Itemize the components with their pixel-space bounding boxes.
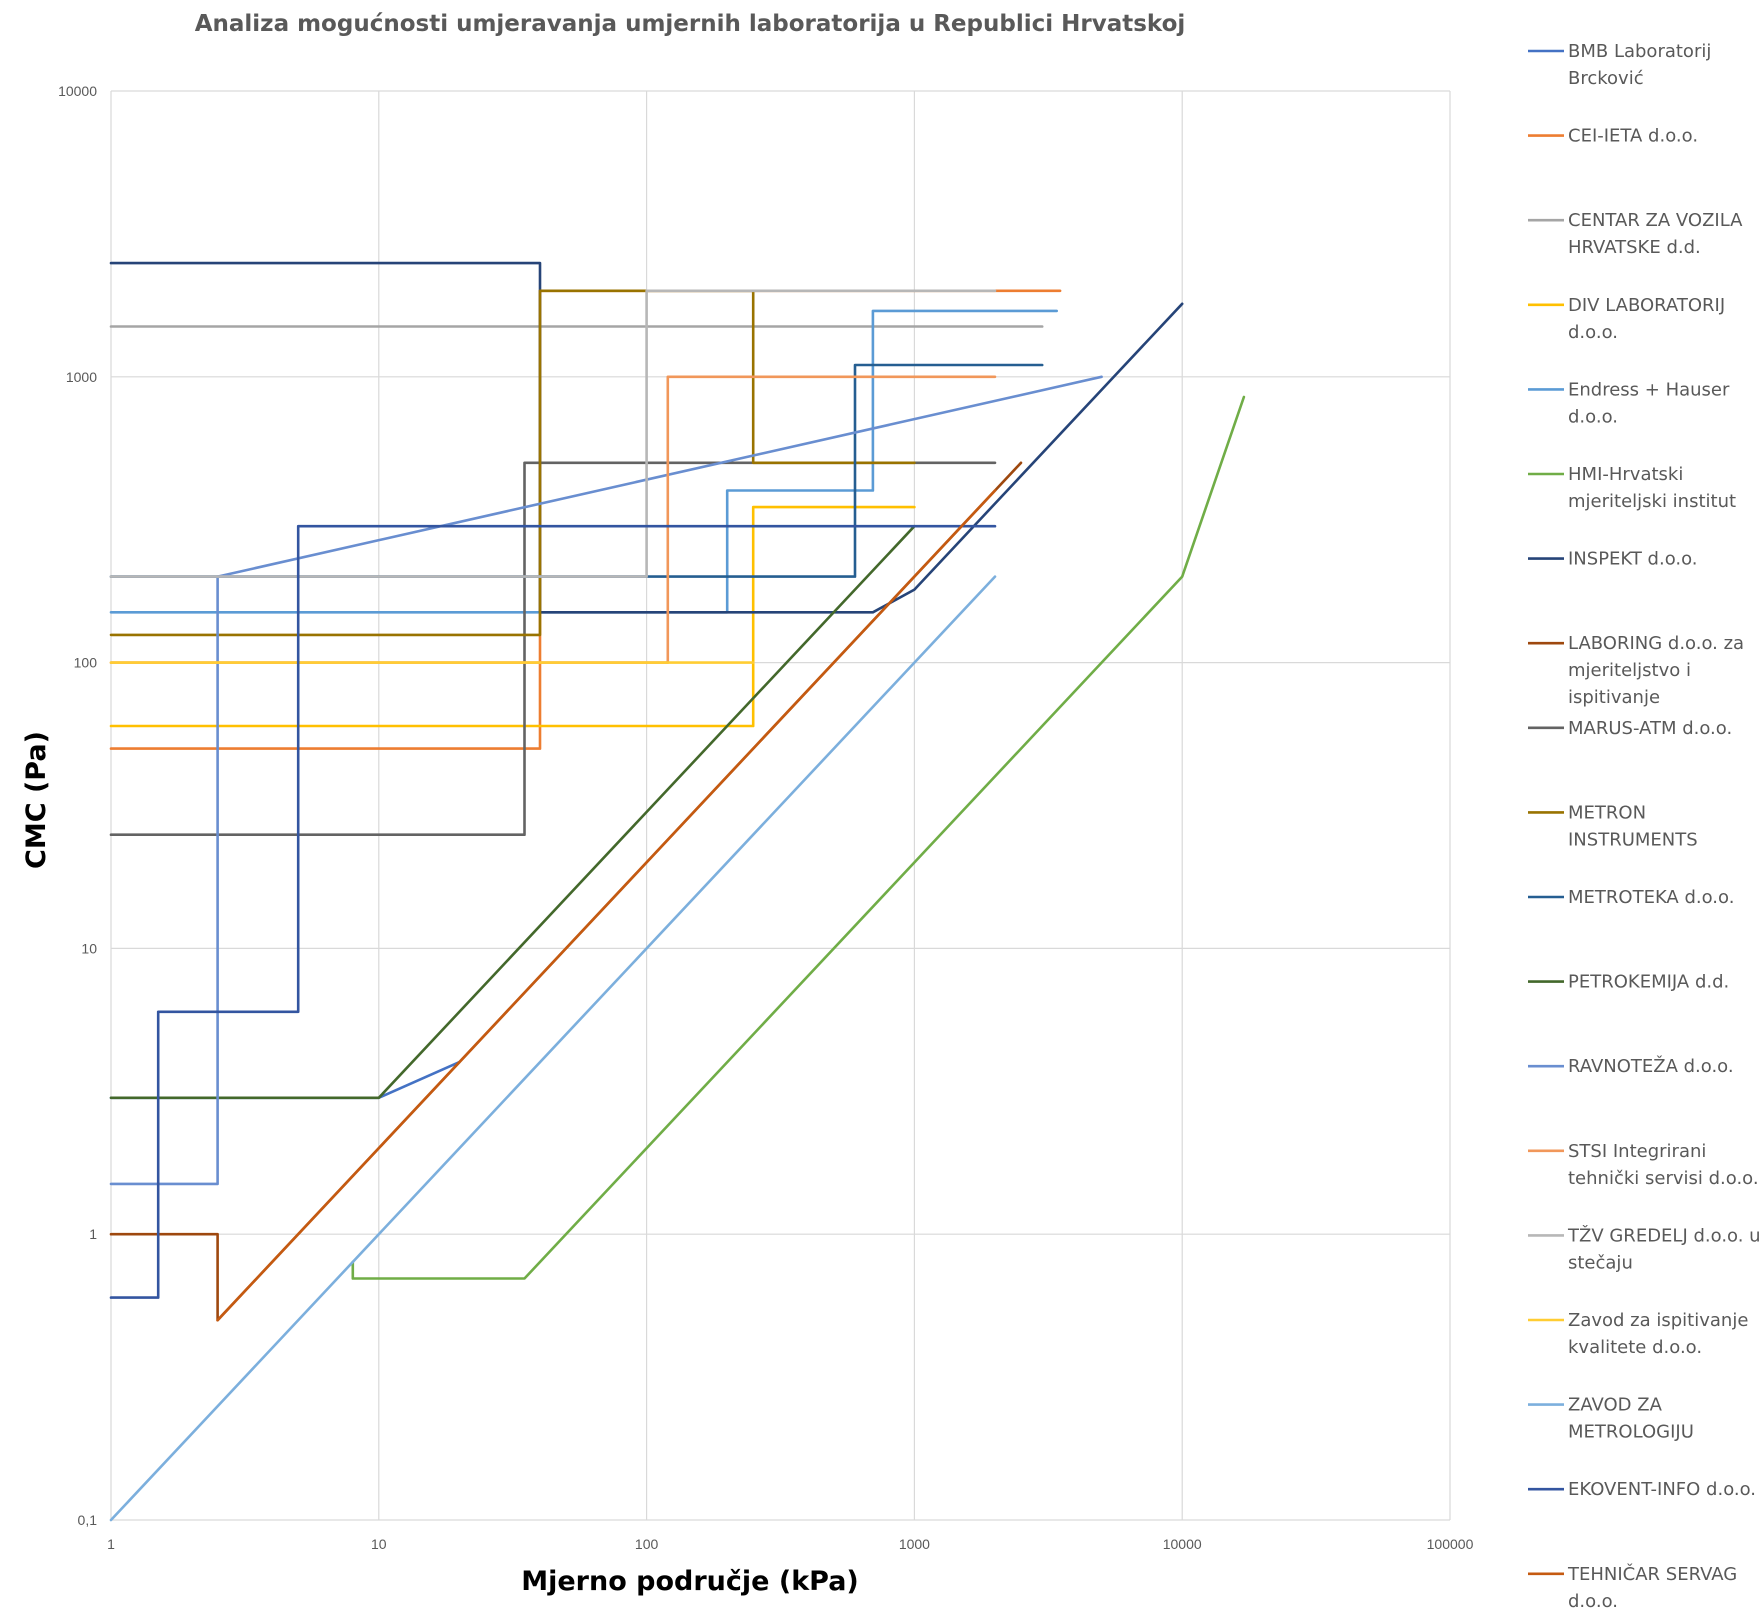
legend-label: stečaju [1568, 1252, 1633, 1273]
legend-label: BMB Laboratorij [1568, 41, 1711, 62]
x-tick-label: 10 [371, 1536, 387, 1552]
series-line-12 [109, 524, 916, 1100]
legend-label: INSTRUMENTS [1568, 829, 1698, 850]
legend-item: METRON INSTRUMENTS [1528, 802, 1698, 850]
legend-item: BMB Laboratorij Brcković [1528, 41, 1711, 89]
legend-label: Endress + Hauser [1568, 379, 1730, 400]
legend-label: METRON [1568, 802, 1646, 823]
x-tick-label: 100 [635, 1536, 659, 1552]
legend-item: Endress + Hauser d.o.o. [1528, 379, 1730, 427]
legend-item: LABORING d.o.o. za mjeriteljstvo i ispitiv… [1528, 633, 1744, 708]
legend-item: TEHNIČAR SERVAG d.o.o. [1528, 1563, 1737, 1611]
legend-item: DIV LABORATORIJ d.o.o. [1528, 295, 1725, 343]
legend-label: mjeriteljstvo i [1568, 660, 1691, 681]
legend-item: INSPEKT d.o.o. [1528, 549, 1698, 570]
legend-item: MARUS-ATM d.o.o. [1528, 718, 1732, 739]
y-tick-label: 10 [81, 940, 97, 956]
legend-label: kvalitete d.o.o. [1568, 1337, 1702, 1358]
legend-item: RAVNOTEŽA d.o.o. [1528, 1055, 1734, 1077]
legend-label: HRVATSKE d.d. [1568, 237, 1701, 258]
legend-label: CEI-IETA d.o.o. [1568, 126, 1698, 147]
legend: BMB Laboratorij Brcković CEI-IETA d.o.o. CE… [1528, 41, 1761, 1611]
y-tick-label: 1000 [66, 369, 97, 385]
legend-label: tehnički servisi d.o.o. [1568, 1168, 1759, 1189]
series-line-15 [109, 289, 997, 578]
legend-label: TEHNIČAR SERVAG [1567, 1563, 1737, 1585]
chart-title: Analiza mogućnosti umjeravanja umjernih … [195, 11, 1186, 37]
legend-item: ZAVOD ZA METROLOGIJU [1528, 1395, 1694, 1443]
legend-item: CENTAR ZA VOZILA HRVATSKE d.d. [1528, 210, 1743, 258]
plot-area [109, 261, 1246, 1522]
legend-label: Brcković [1568, 68, 1644, 89]
legend-item: HMI-Hrvatski mjeriteljski institut [1528, 464, 1736, 512]
legend-label: RAVNOTEŽA d.o.o. [1568, 1055, 1734, 1077]
series-line-13 [109, 375, 1103, 1186]
series-line-18 [109, 524, 997, 1299]
legend-label: MARUS-ATM d.o.o. [1568, 718, 1732, 739]
axis-ticks: 1 10 100 1000 10000 100000 0,1 1 10 100 1000 10000 [58, 83, 1474, 1552]
series-line-19 [216, 489, 997, 1322]
legend-item: METROTEKA d.o.o. [1528, 887, 1734, 908]
legend-label: ZAVOD ZA [1568, 1395, 1663, 1416]
legend-label: METROLOGIJU [1568, 1422, 1694, 1443]
legend-label: TŽV GREDELJ d.o.o. u [1567, 1224, 1761, 1246]
y-tick-label: 1 [89, 1226, 97, 1242]
legend-label: d.o.o. [1568, 1591, 1618, 1611]
x-tick-label: 1 [107, 1536, 115, 1552]
legend-label: mjeriteljski institut [1568, 491, 1736, 512]
legend-label: ispitivanje [1568, 687, 1660, 708]
legend-label: DIV LABORATORIJ [1568, 295, 1725, 316]
legend-label: Zavod za ispitivanje [1568, 1310, 1748, 1331]
legend-label: PETROKEMIJA d.d. [1568, 972, 1729, 993]
legend-label: INSPEKT d.o.o. [1568, 549, 1698, 570]
legend-label: HMI-Hrvatski [1568, 464, 1683, 485]
legend-item: CEI-IETA d.o.o. [1528, 126, 1698, 147]
series-line-6 [351, 395, 1246, 1280]
x-tick-label: 1000 [899, 1536, 930, 1552]
series-line-7 [109, 261, 1184, 614]
legend-label: METROTEKA d.o.o. [1568, 887, 1734, 908]
y-axis-title: CMC (Pa) [21, 731, 52, 869]
y-tick-label: 10000 [58, 83, 97, 99]
series-line-17 [109, 575, 997, 1522]
legend-item: TŽV GREDELJ d.o.o. u stečaju [1528, 1224, 1761, 1273]
legend-item: EKOVENT-INFO d.o.o. [1528, 1479, 1756, 1500]
legend-label: EKOVENT-INFO d.o.o. [1568, 1479, 1756, 1500]
legend-label: CENTAR ZA VOZILA [1568, 210, 1743, 231]
legend-item: PETROKEMIJA d.d. [1528, 972, 1729, 993]
legend-label: d.o.o. [1568, 406, 1618, 427]
legend-item: Zavod za ispitivanje kvalitete d.o.o. [1528, 1310, 1748, 1358]
legend-label: d.o.o. [1568, 322, 1618, 343]
series-line-4 [109, 505, 916, 728]
y-tick-label: 100 [74, 655, 98, 671]
x-tick-label: 100000 [1427, 1536, 1474, 1552]
legend-label: LABORING d.o.o. za [1568, 633, 1744, 654]
x-axis-title: Mjerno područje (kPa) [521, 1566, 859, 1597]
legend-item: STSI Integrirani tehnički servisi d.o.o. [1528, 1141, 1759, 1189]
x-tick-label: 10000 [1163, 1536, 1202, 1552]
legend-label: STSI Integrirani [1568, 1141, 1706, 1162]
y-tick-label: 0,1 [78, 1512, 98, 1528]
